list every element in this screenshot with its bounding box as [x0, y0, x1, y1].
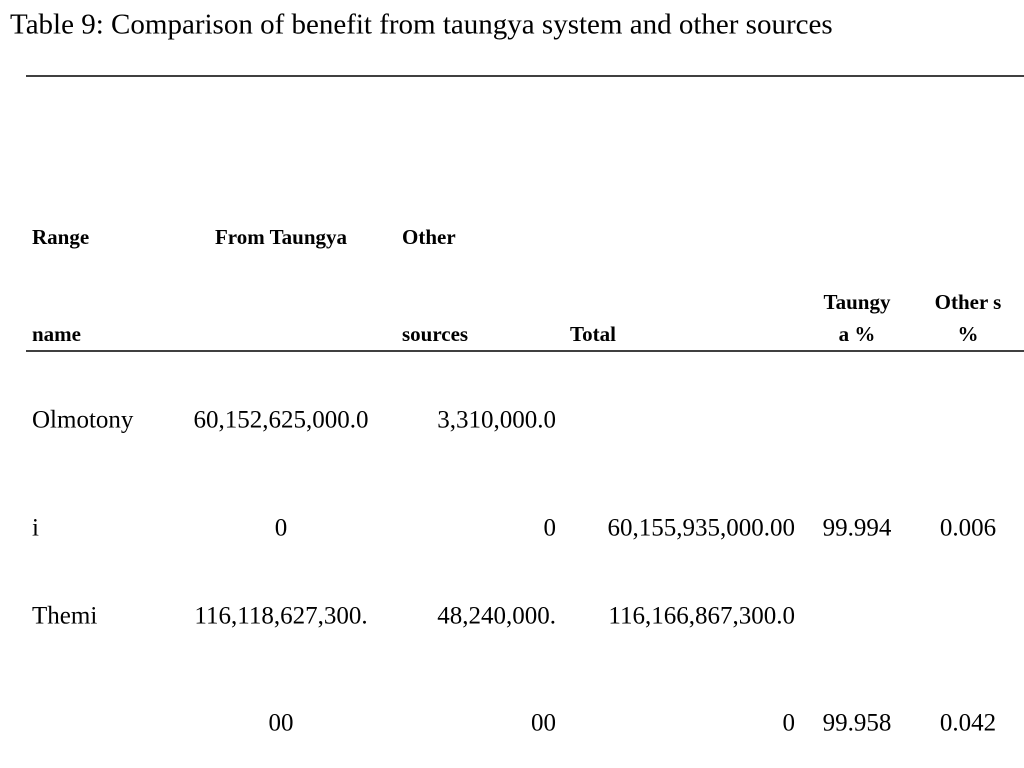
table-cell: 99.994	[823, 515, 892, 542]
column-header: Total	[570, 322, 616, 346]
table-cell: Themi	[32, 603, 97, 630]
table-cell: 48,240,000.	[437, 603, 556, 630]
column-header: %	[958, 322, 979, 346]
table-cell: 00	[531, 710, 556, 737]
column-header: name	[32, 322, 81, 346]
table-cell: 3,310,000.0	[437, 407, 556, 434]
table-cell: Olmotony	[32, 407, 134, 434]
column-header: From Taungya	[215, 225, 348, 249]
table-cell: 0	[544, 515, 557, 542]
table-cell: 116,166,867,300.0	[608, 603, 795, 630]
column-header: a %	[839, 322, 876, 346]
table-cell: 60,155,935,000.00	[608, 515, 796, 542]
table-cell: 0	[275, 515, 288, 542]
table-title: Table 9: Comparison of benefit from taun…	[10, 9, 833, 41]
table-cell: i	[32, 515, 39, 542]
table-cell: 116,118,627,300.	[194, 603, 367, 630]
table-cell: 0.042	[940, 710, 996, 737]
table-cell: 60,152,625,000.0	[194, 407, 369, 434]
table-cell: 0	[783, 710, 796, 737]
column-header: sources	[402, 322, 468, 346]
column-header: Range	[32, 225, 89, 249]
column-header: Other s	[935, 290, 1002, 314]
table-cell: 99.958	[823, 710, 892, 737]
table-cell: 0.006	[940, 515, 996, 542]
column-header: Other	[402, 225, 456, 249]
table-cell: 00	[269, 710, 294, 737]
column-header: Taungy	[824, 290, 891, 314]
